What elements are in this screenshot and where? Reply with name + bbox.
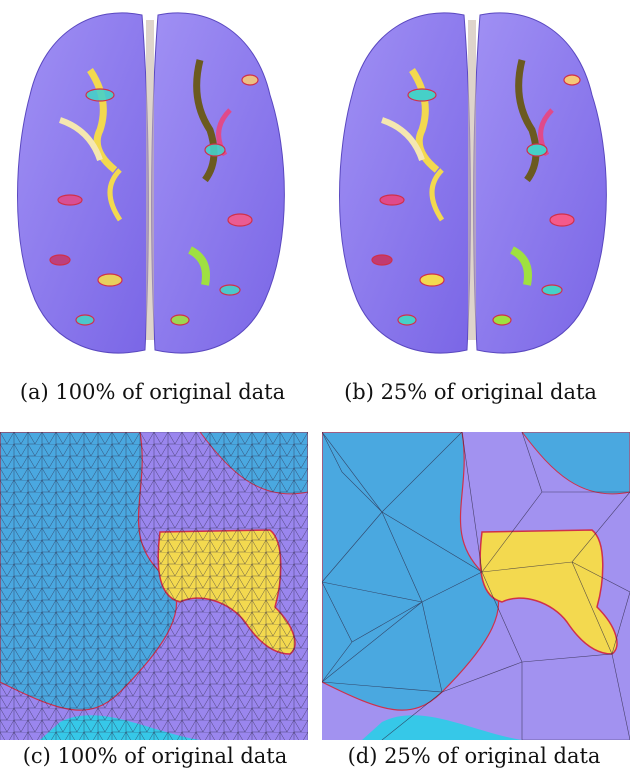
brain-left-hemisphere [17,12,149,354]
brain-right-hemisphere [151,12,285,354]
panel-c-caption: (c) 100% of original data [22,744,288,768]
panel-a-image [0,0,300,365]
sulci-overlay [49,59,259,326]
coarse-triangle-mesh [322,432,630,740]
sulcus-region-bottom [362,715,522,740]
dense-triangle-mesh [0,432,308,740]
panel-a-caption: (a) 100% of original data [19,380,286,404]
sulci-overlay [371,59,581,326]
midline-fissure [146,20,154,340]
panel-b-image [322,0,622,365]
midline-fissure [468,20,476,340]
panel-b-caption: (b) 25% of original data [344,380,597,404]
brain-right-hemisphere [473,12,607,354]
brain-left-hemisphere [339,12,471,354]
panel-d-image [322,432,630,740]
panel-c-image [0,432,308,740]
sulcus-region-left [322,432,500,711]
panel-d-caption: (d) 25% of original data [347,744,601,768]
